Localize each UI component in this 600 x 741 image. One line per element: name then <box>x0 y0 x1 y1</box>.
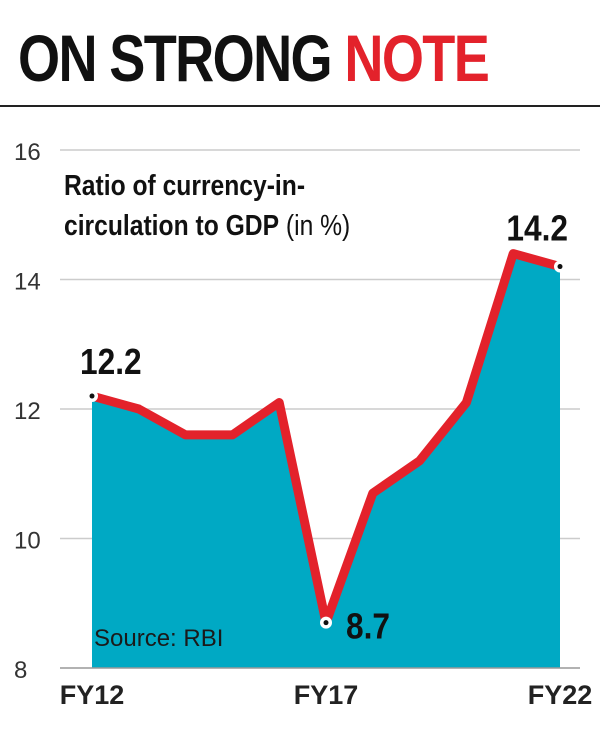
chart-title-line1: Ratio of currency-in- <box>64 170 306 202</box>
label-marker-dot <box>89 393 95 399</box>
area-fill <box>92 253 560 668</box>
headline-highlight: NOTE <box>344 21 489 95</box>
x-tick-label: FY22 <box>528 680 593 710</box>
chart-title-bold: circulation to GDP <box>64 210 280 242</box>
data-label: 12.2 <box>80 342 142 382</box>
divider <box>0 105 600 107</box>
chart-title-line2: circulation to GDP (in %) <box>64 210 350 243</box>
y-tick-label: 10 <box>14 528 41 555</box>
data-label: 8.7 <box>346 607 390 647</box>
label-marker-dot <box>323 620 329 626</box>
source-note: Source: RBI <box>94 625 223 652</box>
y-tick-label: 8 <box>14 657 27 684</box>
y-tick-label: 12 <box>14 398 41 425</box>
headline: ON STRONG NOTE <box>18 20 490 96</box>
y-tick-label: 14 <box>14 269 41 296</box>
x-tick-label: FY12 <box>60 680 125 710</box>
chart-title-unit: (in %) <box>279 210 351 242</box>
data-label: 14.2 <box>506 209 568 249</box>
label-marker-dot <box>557 264 563 270</box>
x-tick-label: FY17 <box>294 680 359 710</box>
y-tick-label: 16 <box>14 139 41 166</box>
headline-text: ON STRONG <box>18 21 345 95</box>
